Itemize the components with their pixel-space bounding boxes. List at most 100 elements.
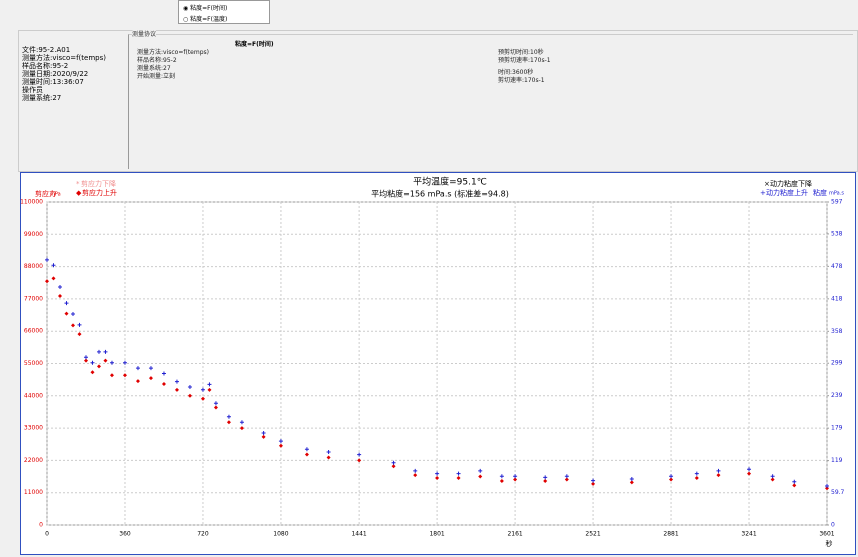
y-tick-label: 22000 — [24, 457, 43, 464]
x-axis-label: 秒 — [826, 539, 833, 548]
stress-point — [825, 486, 829, 491]
viscosity-point — [278, 439, 283, 444]
stress-point — [499, 478, 504, 483]
viscosity-point — [122, 360, 127, 365]
viscosity-point — [174, 379, 179, 384]
viscosity-point — [187, 385, 192, 390]
stress-point — [326, 455, 331, 460]
info-line: 文件:95-2.A01 — [22, 46, 71, 54]
stress-point — [77, 332, 82, 337]
stress-point — [239, 426, 244, 431]
viscosity-point — [591, 478, 596, 483]
viscosity-point — [226, 414, 231, 419]
header-panel — [18, 30, 858, 172]
stress-point — [57, 293, 62, 298]
legend-label: 动力粘度下降 — [770, 179, 812, 188]
y2-axis-unit: mPa.s — [829, 191, 844, 197]
stress-point — [747, 471, 752, 476]
group-label: 测量协议 — [132, 29, 157, 38]
chart-frame — [20, 172, 856, 555]
viscosity-point — [478, 468, 483, 473]
info-line: 测量日期:2020/9/22 — [22, 70, 89, 78]
viscosity-point — [239, 420, 244, 425]
stress-point — [83, 358, 88, 363]
y2-tick-label: 0 — [831, 522, 835, 529]
viscosity-point — [499, 474, 504, 479]
viscosity-point — [83, 355, 88, 360]
viscosity-point — [109, 360, 114, 365]
protocol-left: 测量方法:visco=f(temps) 样品名称:95-2 测量系统:27 开始… — [137, 49, 209, 81]
stress-point — [513, 477, 518, 482]
y2-tick-label: 179 — [831, 425, 843, 432]
stress-point — [187, 393, 192, 398]
stress-point — [413, 473, 418, 478]
radio-option[interactable]: ○ 粘度=F(温度) — [183, 16, 228, 23]
stress-point — [564, 477, 569, 482]
legend-marker: + — [760, 189, 766, 197]
legend-label: 动力粘度上升 — [766, 188, 808, 197]
viscosity-point — [694, 471, 699, 476]
stress-point — [148, 376, 153, 381]
y2-tick-label: 418 — [831, 295, 843, 302]
x-tick-label: 0 — [45, 531, 49, 538]
x-tick-label: 2881 — [663, 531, 678, 538]
stress-point — [770, 477, 775, 482]
legend-marker: * — [76, 180, 80, 188]
stress-point — [478, 474, 483, 479]
stress-point — [304, 452, 309, 457]
viscosity-point — [207, 382, 212, 387]
y-axis-label: 剪应力 — [35, 189, 56, 198]
protocol-line: 时间:3600秒 — [498, 69, 534, 76]
stress-point — [103, 358, 108, 363]
viscosity-point — [96, 349, 101, 354]
stress-point — [591, 481, 596, 486]
protocol-line: 样品名称:95-2 — [137, 57, 177, 64]
viscosity-point — [435, 471, 440, 476]
stress-point — [716, 473, 721, 478]
y-tick-label: 110000 — [20, 199, 43, 206]
viscosity-point — [45, 257, 49, 262]
radio-option[interactable]: ◉ 粘度=F(时间) — [183, 5, 228, 12]
legend-marker: × — [764, 180, 770, 188]
y-tick-label: 77000 — [24, 295, 43, 302]
view-selector: ◉ 粘度=F(时间) ○ 粘度=F(温度) — [178, 0, 270, 24]
stress-point — [391, 464, 396, 469]
stress-point — [435, 476, 440, 481]
protocol-line: 预剪切时间:10秒 — [498, 49, 544, 56]
y2-tick-label: 358 — [831, 328, 843, 335]
stress-point — [629, 480, 634, 485]
stress-point — [278, 443, 283, 448]
viscosity-point — [792, 479, 797, 484]
viscosity-point — [543, 475, 548, 480]
info-list: 文件:95-2.A01 测量方法:visco=f(temps) 样品名称:95-… — [22, 46, 106, 102]
info-line: 样品名称:95-2 — [22, 62, 69, 70]
x-tick-label: 1441 — [351, 531, 366, 538]
y2-tick-label: 59.7 — [831, 489, 845, 496]
y-tick-label: 55000 — [24, 360, 43, 367]
x-tick-label: 720 — [197, 531, 209, 538]
x-tick-label: 360 — [119, 531, 131, 538]
protocol-title: 粘度=F(时间) — [235, 41, 274, 48]
viscosity-point — [161, 371, 166, 376]
stress-point — [135, 379, 140, 384]
stress-point — [226, 420, 231, 425]
stress-point — [45, 279, 49, 284]
viscosity-point — [413, 468, 418, 473]
stress-point — [261, 434, 266, 439]
chart-subtitle: 平均粘度=156 mPa.s (标准差=94.8) — [371, 189, 509, 199]
y-tick-label: 11000 — [24, 489, 43, 496]
y2-tick-label: 597 — [831, 199, 843, 206]
stress-point — [122, 373, 127, 378]
protocol-line: 测量系统:27 — [137, 65, 171, 72]
y-tick-label: 33000 — [24, 425, 43, 432]
protocol-line: 预剪切速率:170s-1 — [498, 57, 551, 64]
stress-point — [456, 476, 461, 481]
y2-tick-label: 299 — [831, 360, 843, 367]
stress-point — [694, 476, 699, 481]
stress-point — [70, 323, 75, 328]
viscosity-point — [90, 360, 95, 365]
info-line: 测量系统:27 — [22, 94, 62, 102]
y2-tick-label: 478 — [831, 263, 843, 270]
x-tick-label: 1801 — [429, 531, 444, 538]
